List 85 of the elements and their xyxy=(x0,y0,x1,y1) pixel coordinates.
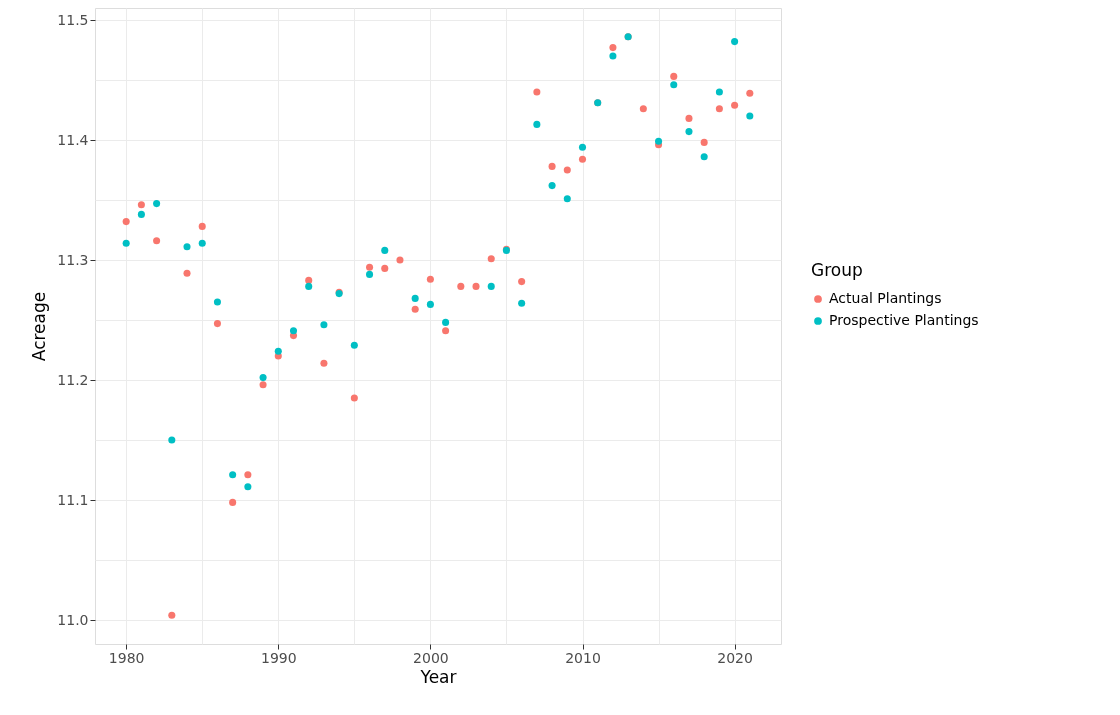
point xyxy=(442,327,450,335)
point xyxy=(426,300,434,308)
point xyxy=(305,276,313,284)
point xyxy=(731,38,739,46)
point xyxy=(259,381,267,389)
point xyxy=(244,471,252,479)
point xyxy=(183,243,191,251)
point xyxy=(578,155,587,163)
point xyxy=(137,210,145,218)
point xyxy=(320,359,328,367)
point xyxy=(533,88,541,96)
x-tick-label: 2000 xyxy=(413,649,449,666)
point xyxy=(715,105,723,113)
point xyxy=(472,282,480,290)
point xyxy=(670,72,678,80)
point xyxy=(122,218,130,226)
y-tick-label: 11.4 xyxy=(57,131,89,148)
point xyxy=(229,498,237,506)
point xyxy=(396,256,404,264)
point xyxy=(533,120,541,128)
point xyxy=(366,263,374,271)
x-tick-label: 2010 xyxy=(565,649,601,666)
point xyxy=(137,201,145,209)
point xyxy=(685,114,693,122)
point xyxy=(381,246,389,254)
point xyxy=(609,52,617,60)
x-tick-label: 2020 xyxy=(717,649,753,666)
y-tick-label: 11.5 xyxy=(57,11,89,28)
point xyxy=(153,237,161,245)
point xyxy=(518,299,526,307)
point xyxy=(213,320,221,328)
x-axis-title: Year xyxy=(419,666,457,687)
point xyxy=(289,327,298,335)
point xyxy=(746,89,754,97)
legend-label: Prospective Plantings xyxy=(829,312,979,328)
point xyxy=(578,143,587,151)
x-tick-label: 1980 xyxy=(108,649,145,666)
point xyxy=(685,128,693,136)
legend-title: Group xyxy=(811,260,863,280)
point xyxy=(229,471,237,479)
point xyxy=(563,166,571,174)
x-tick-label: 1990 xyxy=(260,649,297,666)
point xyxy=(655,137,663,145)
point xyxy=(518,278,526,286)
point xyxy=(563,195,571,203)
point xyxy=(426,275,434,283)
point xyxy=(700,138,708,146)
point xyxy=(548,182,556,190)
point xyxy=(213,298,221,306)
point xyxy=(548,162,556,170)
y-tick-label: 11.3 xyxy=(57,251,89,268)
point xyxy=(259,374,267,382)
point xyxy=(487,282,495,290)
point xyxy=(274,347,282,355)
point xyxy=(411,305,419,313)
y-tick-label: 11.2 xyxy=(57,371,89,388)
point xyxy=(715,88,723,96)
point xyxy=(639,105,647,113)
point xyxy=(350,394,358,402)
point xyxy=(609,44,617,52)
point xyxy=(381,264,389,272)
y-tick-label: 11.0 xyxy=(57,611,89,628)
point xyxy=(487,255,495,263)
point xyxy=(305,282,313,290)
point xyxy=(198,222,206,230)
point xyxy=(746,112,754,120)
point xyxy=(168,436,176,444)
legend-label: Actual Plantings xyxy=(829,290,942,306)
point xyxy=(457,282,465,290)
point xyxy=(411,294,419,302)
point xyxy=(366,270,374,278)
point xyxy=(700,153,708,161)
y-axis-title: Acreage xyxy=(29,291,50,362)
y-tick-label: 11.1 xyxy=(57,491,89,508)
point xyxy=(183,269,191,277)
point xyxy=(153,200,161,208)
point xyxy=(350,341,358,349)
point xyxy=(731,101,739,109)
point xyxy=(122,239,130,247)
point xyxy=(670,81,678,89)
point xyxy=(198,239,206,247)
point xyxy=(168,611,176,619)
point xyxy=(320,321,328,329)
point xyxy=(244,483,252,491)
point xyxy=(442,318,450,326)
